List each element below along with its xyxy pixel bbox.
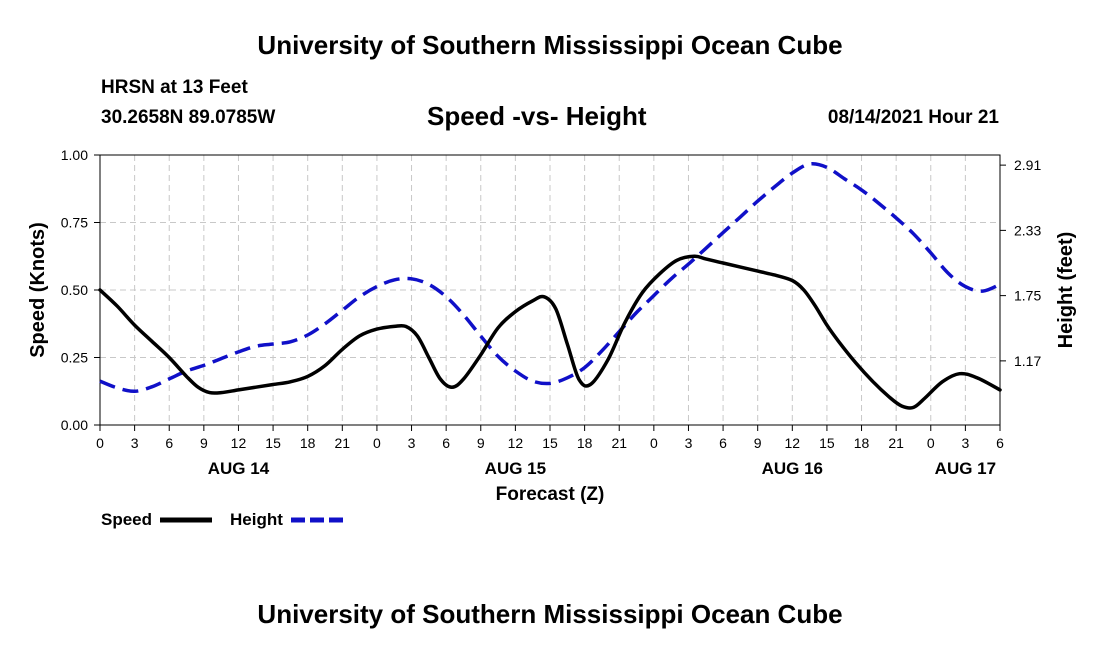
x-tick-label: 12	[231, 435, 247, 451]
x-tick-label: 21	[888, 435, 904, 451]
station-coordinates: 30.2658N 89.0785W	[101, 107, 276, 128]
x-tick-label: 0	[373, 435, 381, 451]
x-tick-label: 12	[508, 435, 524, 451]
y2-axis-label: Height (feet)	[1055, 232, 1077, 349]
series-height-line	[99, 162, 1001, 394]
date-label: AUG 16	[762, 459, 823, 478]
date-label: AUG 14	[208, 459, 270, 478]
station-label: HRSN at 13 Feet	[101, 77, 248, 98]
x-tick-label: 0	[96, 435, 104, 451]
y2-tick-label: 1.17	[1014, 353, 1041, 369]
x-tick-label: 3	[131, 435, 139, 451]
y2-tick-label: 2.33	[1014, 222, 1041, 238]
x-tick-label: 18	[577, 435, 593, 451]
x-tick-label: 0	[927, 435, 935, 451]
x-tick-label: 9	[200, 435, 208, 451]
x-tick-label: 9	[477, 435, 485, 451]
x-tick-label: 18	[854, 435, 870, 451]
x-tick-label: 3	[685, 435, 693, 451]
legend: Speed Height	[101, 510, 343, 529]
x-tick-label: 18	[300, 435, 316, 451]
legend-label: Speed	[101, 510, 152, 529]
page-title: University of Southern Mississippi Ocean…	[257, 30, 843, 60]
y-tick-label: 0.25	[61, 350, 88, 366]
legend-label: Height	[230, 510, 283, 529]
series-layer	[98, 162, 1002, 410]
x-tick-label: 12	[785, 435, 801, 451]
x-tick-label: 6	[996, 435, 1004, 451]
y2-tick-label: 2.91	[1014, 157, 1041, 173]
date-label: AUG 15	[485, 459, 546, 478]
x-tick-label: 21	[611, 435, 627, 451]
y-tick-label: 0.50	[61, 282, 88, 298]
date-label: AUG 17	[935, 459, 996, 478]
x-tick-label: 6	[442, 435, 450, 451]
x-tick-label: 3	[961, 435, 969, 451]
x-tick-label: 3	[408, 435, 416, 451]
x-axis-label: Forecast (Z)	[496, 484, 605, 505]
grid-lines	[100, 155, 1000, 425]
x-tick-label: 15	[265, 435, 281, 451]
axis-ticks: 0 3 6 9 12 15 18 21 0 3 6 9 12 15 18 21 0 3 6 9 12 15 18 21 0 3 6A…	[61, 147, 1042, 478]
x-tick-label: 6	[719, 435, 727, 451]
y-axis-label: Speed (Knots)	[27, 222, 49, 358]
y2-tick-label: 1.75	[1014, 288, 1041, 304]
x-tick-label: 15	[542, 435, 558, 451]
x-tick-label: 15	[819, 435, 835, 451]
forecast-timestamp: 08/14/2021 Hour 21	[827, 107, 999, 128]
x-tick-label: 9	[754, 435, 762, 451]
x-tick-label: 0	[650, 435, 658, 451]
y-tick-label: 0.75	[61, 215, 88, 231]
x-tick-label: 21	[335, 435, 351, 451]
x-tick-label: 6	[165, 435, 173, 451]
series-speed-line	[98, 254, 1002, 410]
footer-title: University of Southern Mississippi Ocean…	[257, 599, 843, 629]
chart-title: Speed -vs- Height	[427, 101, 647, 131]
y-tick-label: 0.00	[61, 417, 88, 433]
y-tick-label: 1.00	[61, 147, 88, 163]
